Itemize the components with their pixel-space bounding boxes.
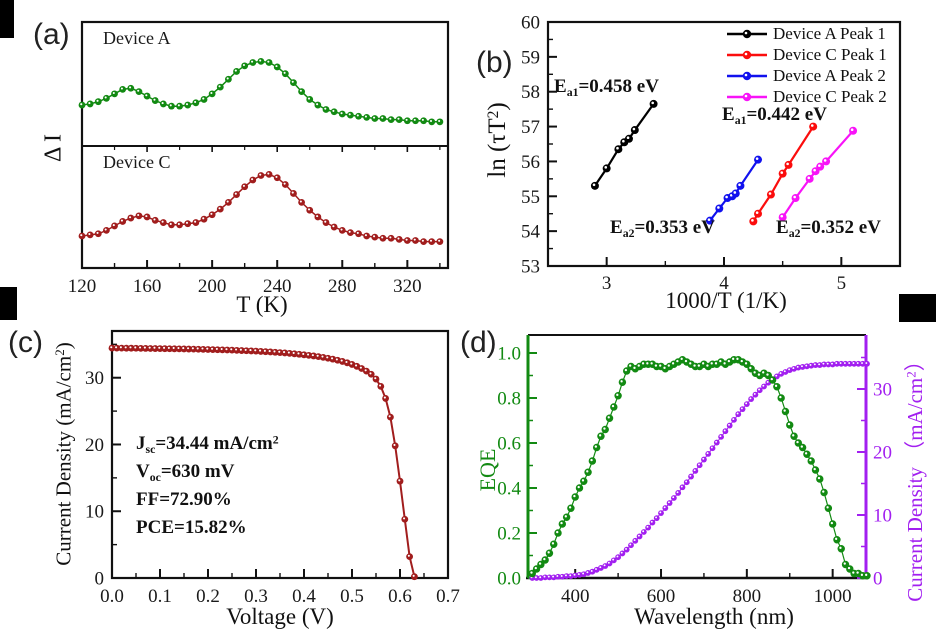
legend-marker-icon (727, 29, 767, 38)
legend-label: Device C Peak 1 (773, 44, 887, 64)
svg-text:320: 320 (393, 276, 422, 297)
svg-text:20: 20 (85, 435, 104, 456)
legend-item-device-c-peak-2: Device C Peak 2 (726, 86, 887, 107)
svg-text:1000: 1000 (814, 586, 852, 607)
metric-voc: Voc=630 mV (136, 461, 235, 484)
b-annotation-ea1-deviceC: Ea1=0.442 eV (722, 104, 827, 127)
panel-a-letter: (a) (33, 18, 70, 51)
svg-text:0: 0 (95, 569, 105, 590)
panel-b-plot: 53 54 55 56 57 58 59 60 3 4 5 (521, 13, 902, 294)
svg-text:0.2: 0.2 (497, 524, 521, 545)
svg-text:55: 55 (521, 187, 540, 208)
svg-text:0.4: 0.4 (497, 479, 521, 500)
c-y-axis-title: Current Density (mA/cm2) (51, 342, 76, 566)
d-left-y-axis-title: EQE (475, 448, 500, 492)
b-annotation-ea1-deviceA: Ea1=0.458 eV (554, 76, 659, 99)
svg-text:57: 57 (521, 117, 540, 138)
a-y-axis-title: Δ I (40, 133, 67, 163)
svg-text:20: 20 (873, 443, 892, 464)
svg-text:53: 53 (521, 257, 540, 278)
c-metrics-block: Jsc=34.44 mA/cm2 Voc=630 mV FF=72.90% PC… (136, 433, 279, 545)
legend-item-device-a-peak-2: Device A Peak 2 (726, 65, 887, 86)
d-x-axis-title: Wavelength (nm) (634, 604, 794, 629)
c-x-axis-title: Voltage (V) (226, 604, 334, 629)
svg-text:0.3: 0.3 (244, 586, 268, 607)
svg-text:5: 5 (837, 273, 847, 294)
scan-artifact-left-mid (0, 287, 17, 320)
svg-text:0.0: 0.0 (100, 586, 124, 607)
legend-label: Device C Peak 2 (773, 86, 887, 106)
svg-text:30: 30 (85, 368, 104, 389)
legend-label: Device A Peak 2 (773, 65, 886, 85)
svg-text:600: 600 (647, 586, 676, 607)
d-right-y-axis-title: Current Density （mA/cm2） (903, 350, 927, 602)
svg-text:0.2: 0.2 (196, 586, 220, 607)
panel-c-plot: 0 10 20 30 0.0 0.1 0.2 0.3 0.4 0.5 0.6 0.7 (85, 329, 460, 607)
svg-text:0.4: 0.4 (292, 586, 316, 607)
svg-text:3: 3 (602, 273, 612, 294)
a-x-axis-title: T (K) (236, 292, 288, 317)
svg-text:120: 120 (68, 276, 97, 297)
legend-marker-icon (727, 92, 767, 101)
svg-text:0.1: 0.1 (148, 586, 172, 607)
svg-text:58: 58 (521, 82, 540, 103)
svg-text:59: 59 (521, 47, 540, 68)
svg-text:0.0: 0.0 (497, 569, 521, 590)
svg-text:200: 200 (198, 276, 227, 297)
svg-text:0.5: 0.5 (340, 586, 364, 607)
panel-b-letter: (b) (476, 46, 513, 79)
legend-marker-icon (727, 71, 767, 80)
metric-ff: FF=72.90% (136, 489, 232, 510)
svg-text:0.6: 0.6 (388, 586, 412, 607)
legend-item-device-a-peak-1: Device A Peak 1 (726, 23, 887, 44)
b-annotation-ea2-deviceA: Ea2=0.353 eV (610, 217, 715, 240)
svg-text:160: 160 (133, 276, 162, 297)
svg-text:800: 800 (733, 586, 762, 607)
b-x-axis-title: 1000/T (1/K) (665, 288, 787, 313)
svg-text:10: 10 (85, 502, 104, 523)
legend-marker-icon (727, 50, 767, 59)
svg-text:0: 0 (873, 569, 883, 590)
scan-artifact-top-left (0, 0, 14, 38)
svg-text:60: 60 (521, 13, 540, 34)
svg-text:400: 400 (561, 586, 590, 607)
svg-text:1.0: 1.0 (497, 344, 521, 365)
svg-text:54: 54 (521, 222, 541, 243)
svg-text:280: 280 (328, 276, 357, 297)
svg-text:10: 10 (873, 506, 892, 527)
panel-d-plot: 0.0 0.2 0.4 0.6 0.8 1.0 0 10 20 30 400 600 800 1000 (497, 334, 892, 607)
svg-text:0.8: 0.8 (497, 389, 521, 410)
b-annotation-ea2-deviceC: Ea2=0.352 eV (776, 217, 881, 240)
metric-jsc: Jsc=34.44 mA/cm2 (136, 433, 279, 456)
legend-item-device-c-peak-1: Device C Peak 1 (726, 44, 887, 65)
b-y-axis-title: ln (τT2) (484, 102, 511, 178)
panel-a-plot: 120 160 200 240 280 320 (68, 20, 450, 297)
svg-text:0.6: 0.6 (497, 434, 521, 455)
b-legend: Device A Peak 1 Device C Peak 1 Device A… (726, 23, 887, 107)
legend-label: Device A Peak 1 (773, 23, 886, 43)
svg-text:0.7: 0.7 (436, 586, 460, 607)
svg-text:56: 56 (521, 152, 540, 173)
svg-text:4: 4 (719, 273, 729, 294)
device-a-label: Device A (103, 28, 171, 48)
svg-text:240: 240 (263, 276, 292, 297)
svg-text:30: 30 (873, 380, 892, 401)
metric-pce: PCE=15.82% (136, 517, 247, 538)
panel-c-letter: (c) (8, 326, 43, 359)
scan-artifact-right-mid (899, 294, 936, 322)
device-c-label: Device C (103, 152, 171, 172)
panel-d-letter: (d) (460, 326, 497, 359)
